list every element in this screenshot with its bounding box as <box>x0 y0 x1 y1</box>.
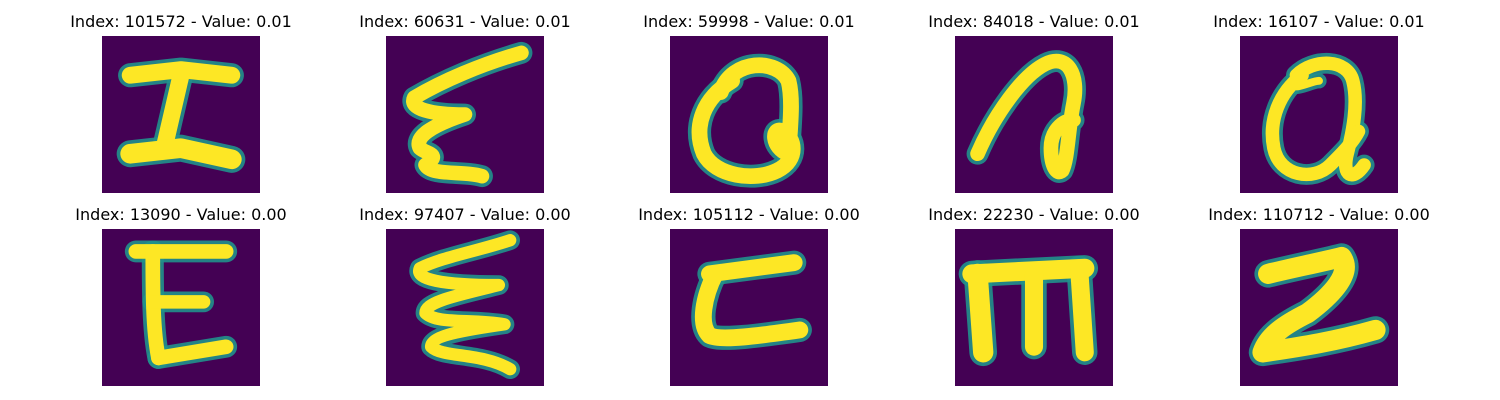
glyph-image <box>670 36 828 193</box>
glyph-image <box>670 229 828 386</box>
glyph-image <box>1240 229 1398 386</box>
panel-3: Index: 59998 - Value: 0.01 <box>604 12 894 202</box>
panel-title: Index: 59998 - Value: 0.01 <box>643 12 855 31</box>
glyph-strokes <box>1252 246 1386 363</box>
panel-title: Index: 13090 - Value: 0.00 <box>75 205 287 224</box>
glyph-strokes <box>413 234 517 376</box>
glyph-image <box>1240 36 1398 193</box>
panel-title: Index: 22230 - Value: 0.00 <box>928 205 1140 224</box>
panel-title: Index: 84018 - Value: 0.01 <box>928 12 1140 31</box>
glyph-image <box>102 36 260 193</box>
panel-title: Index: 101572 - Value: 0.01 <box>70 12 292 31</box>
glyph-image <box>955 36 1113 193</box>
panel-title: Index: 97407 - Value: 0.00 <box>359 205 571 224</box>
glyph-strokes <box>128 244 234 366</box>
glyph-strokes <box>962 258 1095 363</box>
glyph-strokes <box>1265 56 1371 182</box>
glyph-image <box>955 229 1113 386</box>
panel-8: Index: 105112 - Value: 0.00 <box>604 205 894 395</box>
glyph-image <box>102 229 260 386</box>
glyph-strokes <box>691 57 801 184</box>
panel-9: Index: 22230 - Value: 0.00 <box>889 205 1179 395</box>
panel-2: Index: 60631 - Value: 0.01 <box>320 12 610 202</box>
panel-5: Index: 16107 - Value: 0.01 <box>1174 12 1464 202</box>
glyph-strokes <box>970 53 1083 180</box>
panel-1: Index: 101572 - Value: 0.01 <box>36 12 326 202</box>
panel-title: Index: 110712 - Value: 0.00 <box>1208 205 1430 224</box>
glyph-image <box>386 229 544 386</box>
panel-title: Index: 16107 - Value: 0.01 <box>1213 12 1425 31</box>
glyph-strokes <box>120 61 242 170</box>
glyph-strokes <box>406 45 529 184</box>
panel-4: Index: 84018 - Value: 0.01 <box>889 12 1179 202</box>
panel-7: Index: 97407 - Value: 0.00 <box>320 205 610 395</box>
panel-10: Index: 110712 - Value: 0.00 <box>1174 205 1464 395</box>
glyph-image <box>386 36 544 193</box>
panel-6: Index: 13090 - Value: 0.00 <box>36 205 326 395</box>
glyph-strokes <box>694 254 809 347</box>
panel-title: Index: 60631 - Value: 0.01 <box>359 12 571 31</box>
panel-title: Index: 105112 - Value: 0.00 <box>638 205 860 224</box>
